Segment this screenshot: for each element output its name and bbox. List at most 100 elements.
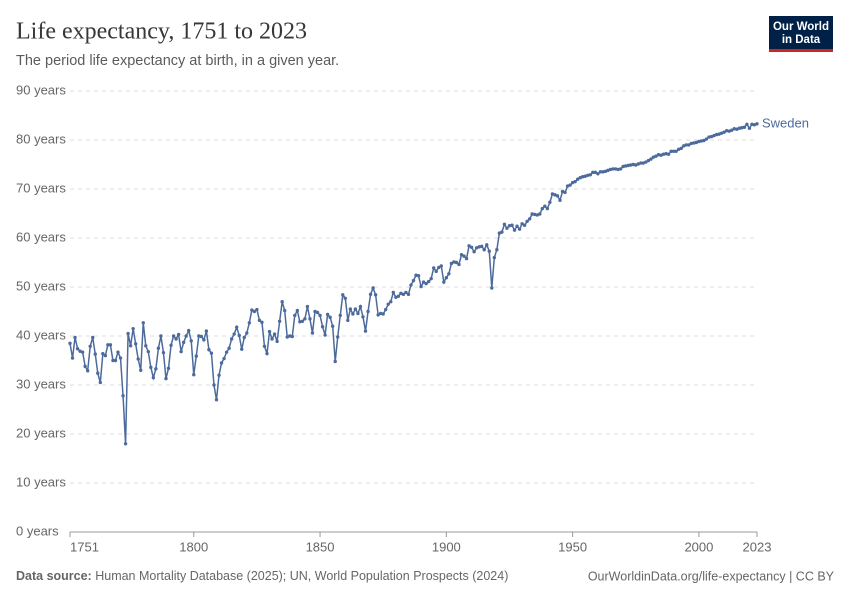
data-point xyxy=(613,167,618,171)
data-point xyxy=(295,308,300,313)
data-point xyxy=(573,179,577,184)
data-point xyxy=(702,138,706,143)
y-tick-label: 30 years xyxy=(16,376,66,391)
data-point xyxy=(214,398,219,402)
data-point xyxy=(527,217,532,221)
data-point xyxy=(495,248,499,252)
x-tick-label: 1751 xyxy=(70,539,99,554)
data-point xyxy=(409,283,413,287)
data-point xyxy=(310,331,315,335)
data-point xyxy=(755,122,759,126)
data-point xyxy=(123,442,128,446)
logo[interactable]: Our World in Data xyxy=(769,16,833,52)
data-point xyxy=(376,313,380,317)
data-point xyxy=(626,163,630,168)
data-point xyxy=(631,162,635,167)
y-tick-label: 20 years xyxy=(16,425,66,440)
data-point xyxy=(747,126,752,130)
data-point xyxy=(328,315,332,320)
y-tick-label: 0 years xyxy=(16,523,59,538)
data-point xyxy=(384,307,388,312)
data-point xyxy=(724,128,729,133)
data-point xyxy=(156,346,161,350)
data-point xyxy=(305,304,310,309)
data-point xyxy=(492,255,497,260)
data-point xyxy=(346,318,350,323)
data-point xyxy=(611,167,615,171)
data-point xyxy=(457,262,461,267)
data-point xyxy=(618,167,623,171)
data-point xyxy=(128,344,133,348)
y-tick-label: 80 years xyxy=(16,131,66,146)
data-point xyxy=(353,307,358,311)
data-point xyxy=(277,319,282,323)
data-point xyxy=(714,132,719,137)
data-point xyxy=(568,183,572,187)
data-point xyxy=(106,343,110,347)
data-point xyxy=(472,250,476,254)
data-point xyxy=(290,334,294,339)
data-point xyxy=(267,329,272,334)
data-point xyxy=(548,200,552,204)
y-tick-label: 10 years xyxy=(16,474,66,489)
data-point xyxy=(234,325,239,329)
y-tick-label: 40 years xyxy=(16,327,66,342)
data-point xyxy=(563,190,567,195)
data-point xyxy=(381,312,385,316)
data-point xyxy=(671,149,676,153)
data-point xyxy=(207,348,211,352)
data-point xyxy=(308,317,312,321)
data-point xyxy=(204,329,209,333)
data-point xyxy=(482,248,486,252)
data-point xyxy=(222,356,226,361)
data-point xyxy=(181,340,186,345)
data-point xyxy=(212,383,216,387)
data-point xyxy=(270,337,274,341)
data-point xyxy=(485,243,489,247)
data-point xyxy=(227,346,231,350)
data-point xyxy=(664,152,668,156)
x-tick-label: 2000 xyxy=(684,539,713,554)
data-point xyxy=(242,335,246,340)
data-point xyxy=(467,244,471,248)
data-point xyxy=(401,292,406,297)
data-point xyxy=(126,331,130,336)
data-point xyxy=(139,368,143,372)
data-point xyxy=(558,198,562,202)
data-point xyxy=(88,344,92,348)
data-point xyxy=(434,269,438,274)
data-point xyxy=(666,152,671,156)
data-point xyxy=(174,337,178,341)
data-point xyxy=(520,222,524,226)
footer-source: Data source: Human Mortality Database (2… xyxy=(16,569,508,583)
data-point xyxy=(240,347,244,351)
data-point xyxy=(219,361,224,365)
data-point xyxy=(300,319,305,323)
data-point xyxy=(616,167,620,172)
data-point xyxy=(699,139,704,143)
data-point xyxy=(555,194,560,198)
data-point xyxy=(197,334,201,338)
logo-bar xyxy=(769,49,833,52)
data-point xyxy=(750,122,754,127)
data-point xyxy=(171,334,176,338)
data-point xyxy=(439,264,443,268)
data-point xyxy=(545,206,550,211)
logo-text: in Data xyxy=(782,34,821,46)
data-point xyxy=(333,359,337,364)
data-point xyxy=(303,317,307,321)
data-point xyxy=(575,177,580,181)
data-point xyxy=(742,125,747,129)
data-point xyxy=(229,337,234,341)
footer-credit[interactable]: OurWorldinData.org/life-expectancy | CC … xyxy=(588,569,835,583)
logo-text: Our World xyxy=(773,21,829,33)
data-point xyxy=(159,334,163,338)
data-point xyxy=(469,245,474,250)
y-tick-label: 60 years xyxy=(16,229,66,244)
data-point xyxy=(730,128,734,132)
data-point xyxy=(275,339,279,344)
data-point xyxy=(245,331,249,335)
data-point xyxy=(707,135,711,139)
data-point xyxy=(250,308,254,312)
data-point xyxy=(288,334,292,338)
